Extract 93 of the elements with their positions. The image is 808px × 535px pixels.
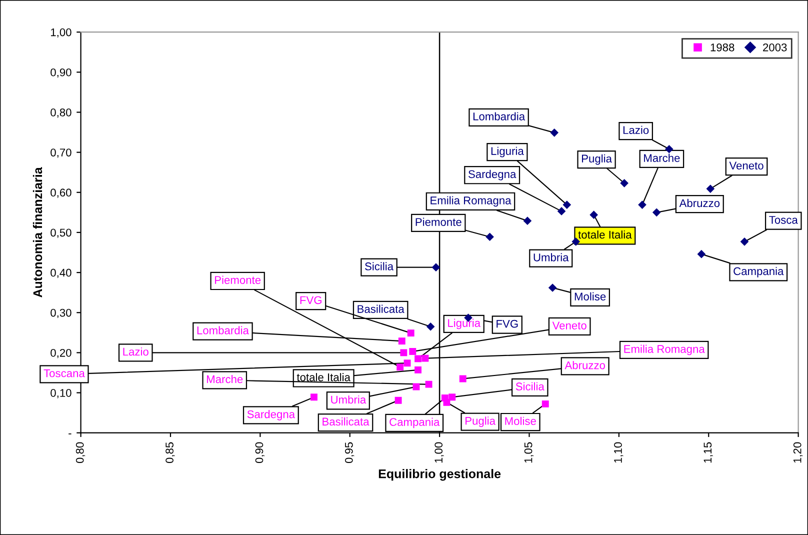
x-tick-label: 1,10 xyxy=(614,442,624,463)
annotation: Molise xyxy=(505,416,536,425)
point xyxy=(448,394,456,401)
annotation: Sardegna xyxy=(247,410,296,420)
annotation: totale Italia xyxy=(578,230,632,239)
annotation: Abruzzo xyxy=(564,361,606,370)
x-tick-label: 0,80 xyxy=(76,442,86,464)
point xyxy=(486,232,494,242)
annotation: Liguria xyxy=(491,146,524,158)
y-tick-label: 0,30 xyxy=(50,308,72,318)
point xyxy=(404,360,411,367)
point xyxy=(432,263,440,272)
point xyxy=(652,208,661,217)
x-tick-label: 1,05 xyxy=(524,442,534,463)
annotation: totale Italia xyxy=(296,373,350,382)
annotation: Piemonte xyxy=(416,218,462,226)
point xyxy=(443,398,450,406)
annotation: Campania xyxy=(390,418,440,428)
annotation: Lombardia xyxy=(473,112,526,120)
x-tick-label: 1,15 xyxy=(704,442,713,463)
annotation: Sicilia xyxy=(365,262,394,270)
x-tick-label: 0,90 xyxy=(255,442,264,464)
point xyxy=(572,238,580,246)
y-tick-label: 0,10 xyxy=(50,389,72,398)
y-tick-label: 0,20 xyxy=(50,348,72,358)
point xyxy=(409,348,416,355)
point xyxy=(664,144,674,154)
annotation: Campania xyxy=(734,266,784,278)
annotation: Basilicata xyxy=(322,417,370,426)
annotation: Umbria xyxy=(331,395,366,404)
annotation: Emilia Romagna xyxy=(624,344,705,356)
point xyxy=(706,184,715,193)
annotation: Umbria xyxy=(534,253,569,262)
annotation: Liguria xyxy=(448,318,481,330)
point xyxy=(398,338,406,345)
annotation: Lazio xyxy=(123,347,148,356)
annotation: Sardegna xyxy=(468,170,516,180)
legend-label: 2003 xyxy=(763,44,787,52)
annotation: Veneto xyxy=(552,322,586,330)
y-tick-label: 0,70 xyxy=(50,148,72,158)
point xyxy=(422,354,429,362)
x-tick-label: 1,00 xyxy=(434,442,444,463)
point xyxy=(550,128,559,137)
point xyxy=(426,322,435,331)
annotation: Puglia xyxy=(582,154,612,165)
point xyxy=(396,364,404,371)
annotation: Veneto xyxy=(729,162,764,170)
annotation: Lazio xyxy=(623,126,649,134)
point xyxy=(697,250,706,258)
annotation: Tosca xyxy=(769,216,798,224)
y-tick-label: 0,80 xyxy=(50,108,72,118)
annotation: Sicilia xyxy=(516,382,544,390)
point xyxy=(310,394,318,401)
point xyxy=(557,207,566,216)
point xyxy=(425,380,432,388)
y-tick-label: 1,00 xyxy=(50,28,72,38)
x-tick-label: 0,85 xyxy=(166,442,175,464)
point xyxy=(740,238,749,246)
point xyxy=(542,400,549,408)
y-axis-title: Autonomia finanziaria xyxy=(32,167,42,298)
annotation: Abruzzo xyxy=(679,198,720,208)
point xyxy=(590,210,598,219)
annotation: Lombardia xyxy=(197,326,249,334)
y-tick-label: 0,50 xyxy=(50,228,72,238)
y-tick-label: - xyxy=(68,433,72,434)
annotation: Marche xyxy=(207,374,243,384)
point xyxy=(407,330,414,337)
annotation: FVG xyxy=(496,320,518,328)
point xyxy=(459,375,466,382)
annotation: Emilia Romagna xyxy=(430,196,512,207)
point xyxy=(400,349,408,356)
annotation: Basilicata xyxy=(358,304,404,313)
point xyxy=(548,284,557,292)
y-tick-label: 0,60 xyxy=(50,188,72,198)
point xyxy=(638,200,646,209)
point xyxy=(414,355,422,362)
annotation: Molise xyxy=(574,292,606,300)
annotation: FVG xyxy=(300,296,322,304)
annotation: Piemonte xyxy=(215,276,261,284)
point xyxy=(523,216,532,226)
x-tick-label: 0,95 xyxy=(344,442,354,464)
annotation: Toscana xyxy=(44,369,85,378)
x-axis-title: Equilibrio gestionale xyxy=(378,469,501,481)
annotation: Puglia xyxy=(466,416,496,427)
x-tick-label: 1,20 xyxy=(793,442,803,463)
annotation: Marche xyxy=(644,154,680,162)
legend-label: 1988 xyxy=(710,44,734,52)
point xyxy=(620,179,628,188)
y-tick-label: 0,40 xyxy=(50,268,72,278)
point xyxy=(562,200,572,209)
point xyxy=(394,396,402,404)
point xyxy=(414,366,422,374)
y-tick-label: 0,90 xyxy=(50,68,72,78)
